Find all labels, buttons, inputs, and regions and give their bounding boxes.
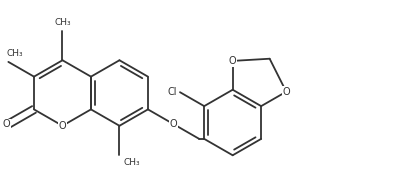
Text: CH₃: CH₃	[124, 158, 140, 167]
Text: CH₃: CH₃	[54, 18, 71, 27]
Text: O: O	[170, 119, 177, 129]
Text: O: O	[59, 121, 66, 131]
Text: O: O	[229, 56, 236, 66]
Text: Cl: Cl	[168, 87, 177, 97]
Text: CH₃: CH₃	[6, 49, 23, 58]
Text: O: O	[3, 119, 10, 129]
Text: O: O	[282, 87, 290, 97]
